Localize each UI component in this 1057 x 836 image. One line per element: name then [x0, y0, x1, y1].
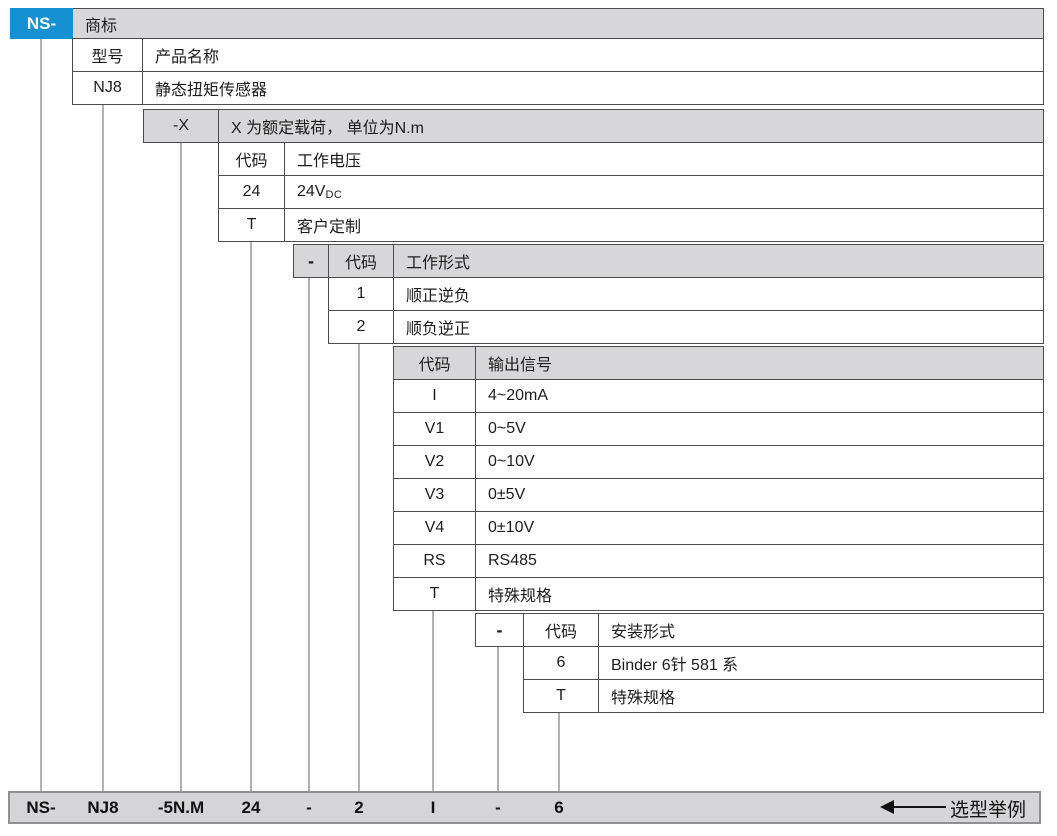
trademark-label: 商标 [85, 17, 118, 35]
left-arrow-icon [880, 800, 894, 814]
voltage-desc-24: 24V DC [285, 176, 1043, 208]
output-row-v2: V2 0~10V [393, 445, 1044, 479]
example-part-output: I [430, 798, 436, 817]
output-code-v1: V1 [394, 413, 476, 445]
output-desc-v1: 0~5V [488, 420, 526, 437]
output-row-v3: V3 0±5V [393, 478, 1044, 512]
output-code-v3: V3 [394, 479, 476, 511]
output-desc-v2: 0~10V [488, 453, 535, 470]
connector-line-mounting [558, 712, 560, 791]
output-code-header: 代码 [394, 347, 476, 379]
output-desc-v3: 0±5V [488, 486, 526, 503]
mounting-desc-header: 安装形式 [611, 624, 676, 641]
output-row-t: T 特殊规格 [393, 577, 1044, 611]
example-part-dash2: - [495, 798, 501, 817]
rated-load-desc: X 为额定载荷， 单位为N.m [231, 120, 424, 137]
mounting-code-header: 代码 [524, 614, 599, 646]
mounting-code-t: T [524, 680, 599, 712]
voltage-desc-24-sub: DC [325, 188, 343, 201]
voltage-code-24: 24 [219, 176, 285, 208]
voltage-row-24: 24 24V DC [218, 175, 1044, 209]
output-code-v2: V2 [394, 446, 476, 478]
example-part-dash1: - [306, 798, 312, 817]
output-code-t: T [394, 578, 476, 610]
output-desc-i: 4~20mA [488, 387, 549, 404]
output-desc-header: 输出信号 [488, 357, 553, 374]
work-mode-desc-header: 工作形式 [406, 255, 471, 272]
work-mode-code-2: 2 [329, 311, 394, 343]
example-part-work-mode: 2 [354, 798, 364, 817]
connector-line-work-mode [358, 343, 360, 791]
mounting-row-6: 6 Binder 6针 581 系 [523, 646, 1044, 680]
work-mode-row-1: 1 顺正逆负 [328, 277, 1044, 311]
mounting-desc-t: 特殊规格 [611, 690, 676, 707]
voltage-row-t: T 客户定制 [218, 208, 1044, 242]
model-code-header: 型号 [73, 39, 143, 71]
model-row: NJ8 静态扭矩传感器 [72, 71, 1044, 105]
connector-line-dash2 [497, 645, 499, 791]
output-row-i: I 4~20mA [393, 379, 1044, 413]
model-desc-header: 产品名称 [155, 49, 220, 66]
connector-line-dash1 [308, 277, 310, 791]
model-code: NJ8 [73, 72, 143, 104]
output-row-v4: V4 0±10V [393, 511, 1044, 545]
output-code-i: I [394, 380, 476, 412]
connector-line-output [432, 610, 434, 791]
work-mode-row-2: 2 顺负逆正 [328, 310, 1044, 344]
output-code-rs: RS [394, 545, 476, 577]
model-header-row: 型号 产品名称 [72, 38, 1044, 72]
mounting-dash: - [476, 614, 524, 646]
model-desc: 静态扭矩传感器 [155, 82, 268, 99]
voltage-desc-24-main: 24V [297, 183, 326, 200]
example-part-voltage: 24 [241, 798, 261, 817]
work-mode-desc-1: 顺正逆负 [406, 288, 471, 305]
example-arrow-label: 选型举例 [950, 799, 1027, 821]
output-header-row: 代码 输出信号 [393, 346, 1044, 380]
work-mode-header-row: - 代码 工作形式 [293, 244, 1044, 278]
output-code-v4: V4 [394, 512, 476, 544]
connector-line-voltage [250, 241, 252, 791]
work-mode-code-header: 代码 [329, 245, 394, 277]
mounting-code-6: 6 [524, 647, 599, 679]
voltage-desc-t: 客户定制 [297, 219, 362, 236]
mounting-header-row: - 代码 安装形式 [475, 613, 1044, 647]
example-part-brand: NS- [26, 798, 56, 817]
rated-load-code: -X [144, 110, 219, 142]
rated-load-header-row: -X X 为额定载荷， 单位为N.m [143, 109, 1044, 143]
output-row-rs: RS RS485 [393, 544, 1044, 578]
work-mode-desc-2: 顺负逆正 [406, 321, 471, 338]
output-desc-rs: RS485 [488, 552, 537, 569]
example-part-mounting: 6 [554, 798, 564, 817]
output-row-v1: V1 0~5V [393, 412, 1044, 446]
example-part-model: NJ8 [87, 798, 119, 817]
voltage-code-header: 代码 [219, 143, 285, 175]
example-code-bar [8, 791, 1041, 824]
output-desc-v4: 0±10V [488, 519, 535, 536]
trademark-header-row: 商标 [72, 8, 1044, 39]
connector-line-brand [40, 38, 42, 791]
brand-code-box: NS- [10, 8, 73, 39]
left-arrow-tail [893, 806, 946, 808]
output-desc-t: 特殊规格 [488, 588, 553, 605]
voltage-header-row: 代码 工作电压 [218, 142, 1044, 176]
connector-line-rated-load [180, 142, 182, 791]
example-part-rated-load: -5N.M [157, 798, 205, 817]
connector-line-model [102, 104, 104, 791]
voltage-desc-header: 工作电压 [297, 153, 362, 170]
mounting-row-t: T 特殊规格 [523, 679, 1044, 713]
work-mode-code-1: 1 [329, 278, 394, 310]
voltage-code-t: T [219, 209, 285, 241]
mounting-desc-6: Binder 6针 581 系 [611, 657, 739, 674]
work-mode-dash: - [294, 245, 329, 277]
